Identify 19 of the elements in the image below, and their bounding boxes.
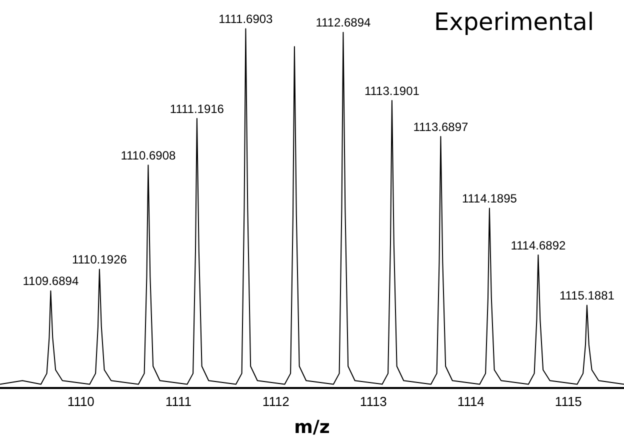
annotation: Experimental	[434, 8, 594, 36]
annotation: 1110.6908	[120, 148, 176, 162]
annotation: 1114.1895	[462, 192, 518, 206]
annotation: 1113.1901	[364, 84, 420, 98]
x-tick-label: 1111	[165, 394, 192, 410]
x-tick-label: 1110	[67, 394, 94, 410]
x-tick-label: 1112	[262, 394, 290, 410]
annotation: 1109.6894	[22, 274, 79, 288]
x-tick-label: 1115	[554, 394, 582, 410]
annotation: 1111.6903	[218, 12, 274, 26]
x-axis-title: m/z	[294, 416, 330, 438]
annotation: 1112.6894	[316, 16, 371, 30]
x-tick-label: 1114	[457, 394, 484, 410]
annotation: 1110.1926	[72, 252, 128, 267]
x-tick-label: 1113	[360, 394, 387, 410]
annotation: 1115.1881	[559, 288, 615, 303]
annotation: 1114.6892	[510, 238, 566, 252]
annotation: 1113.6897	[413, 120, 468, 134]
annotation: 1111.1916	[170, 102, 224, 116]
